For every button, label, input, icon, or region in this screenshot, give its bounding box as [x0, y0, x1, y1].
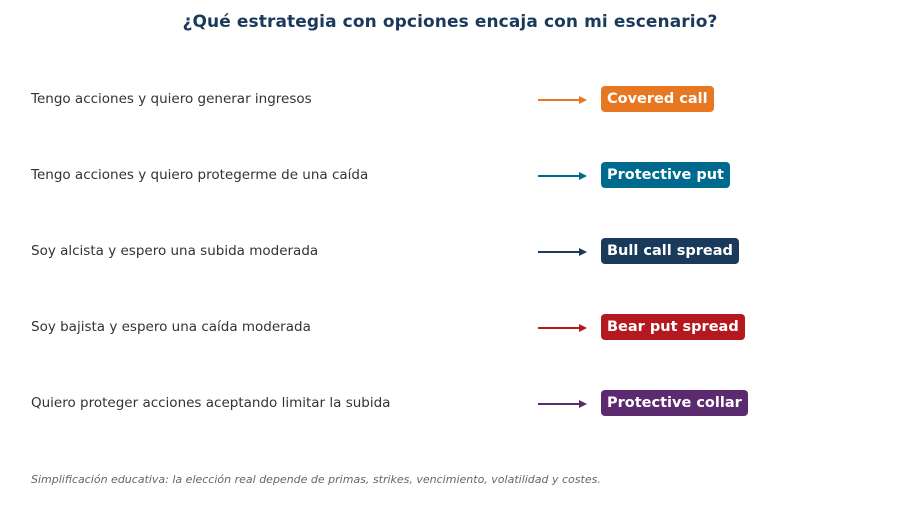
scenario-label: Quiero proteger acciones aceptando limit…: [31, 395, 391, 411]
scenario-label: Tengo acciones y quiero generar ingresos: [31, 91, 312, 107]
arrow-right-icon: [538, 321, 588, 335]
footnote: Simplificación educativa: la elección re…: [31, 473, 601, 486]
scenario-row-bear-put-spread: Soy bajista y espero una caída moderada …: [0, 314, 900, 342]
scenario-label: Soy bajista y espero una caída moderada: [31, 319, 311, 335]
strategy-badge-covered-call: Covered call: [601, 86, 714, 112]
strategy-badge-bear-put-spread: Bear put spread: [601, 314, 745, 340]
scenario-row-protective-put: Tengo acciones y quiero protegerme de un…: [0, 162, 900, 190]
arrow-right-icon: [538, 93, 588, 107]
diagram-title: ¿Qué estrategia con opciones encaja con …: [182, 12, 718, 32]
strategy-badge-protective-collar: Protective collar: [601, 390, 748, 416]
strategy-badge-bull-call-spread: Bull call spread: [601, 238, 739, 264]
scenario-row-bull-call-spread: Soy alcista y espero una subida moderada…: [0, 238, 900, 266]
scenario-label: Tengo acciones y quiero protegerme de un…: [31, 167, 369, 183]
arrow-right-icon: [538, 169, 588, 183]
arrow-right-icon: [538, 397, 588, 411]
scenario-row-covered-call: Tengo acciones y quiero generar ingresos…: [0, 86, 900, 114]
strategy-badge-protective-put: Protective put: [601, 162, 730, 188]
arrow-right-icon: [538, 245, 588, 259]
scenario-row-protective-collar: Quiero proteger acciones aceptando limit…: [0, 390, 900, 418]
scenario-label: Soy alcista y espero una subida moderada: [31, 243, 319, 259]
